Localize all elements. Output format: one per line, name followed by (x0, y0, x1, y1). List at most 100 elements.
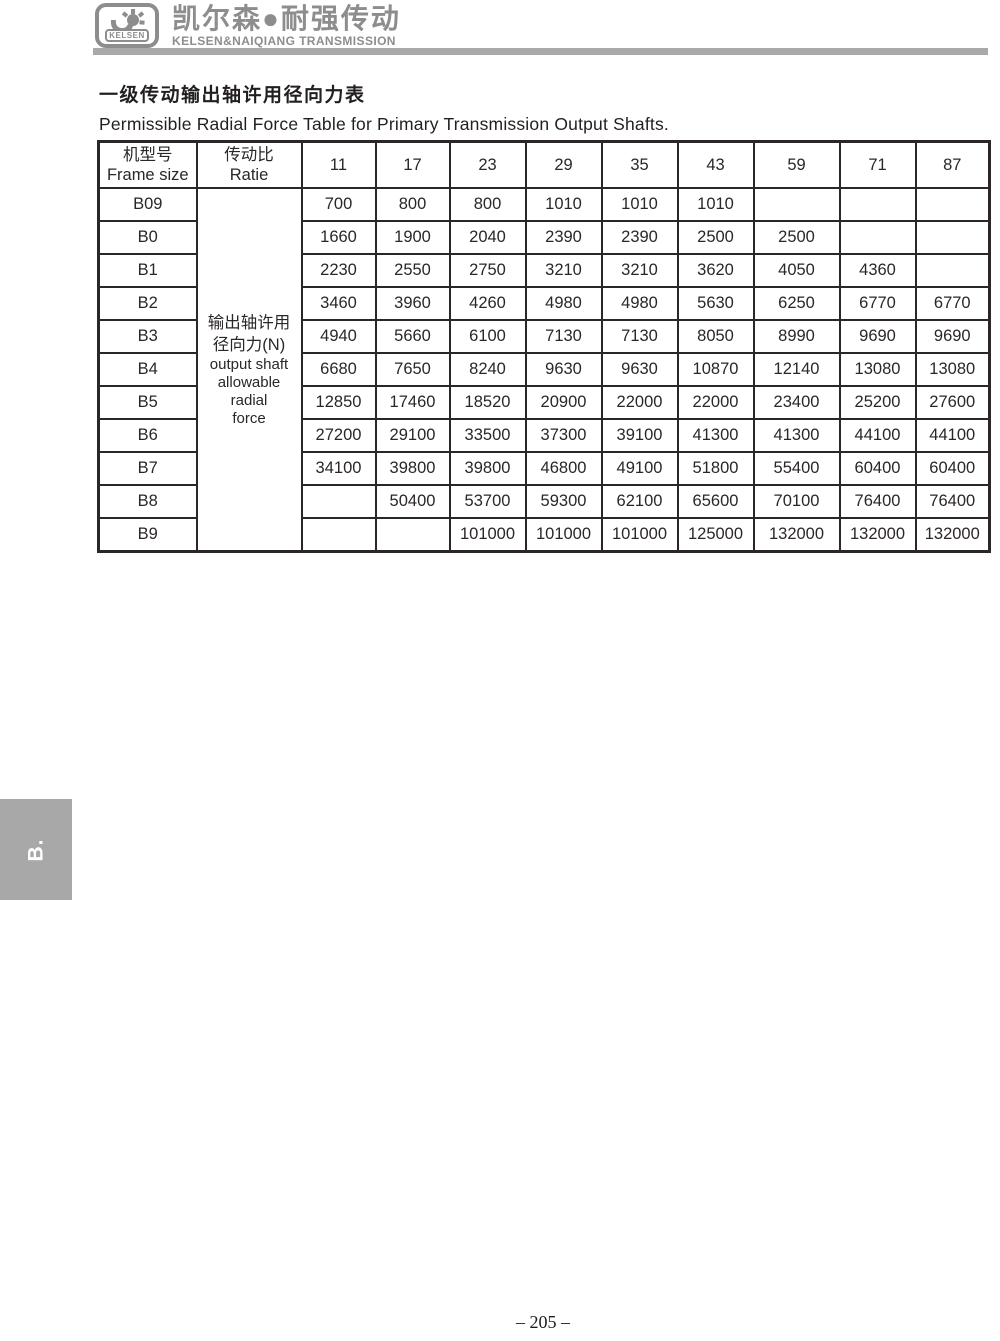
frame-size-cell: B4 (97, 352, 198, 387)
force-value-cell: 39800 (448, 451, 527, 486)
brand-name-en: KELSEN&NAIQIANG TRANSMISSION (172, 34, 396, 48)
force-value-cell: 6250 (752, 286, 841, 321)
frame-size-cell: B7 (97, 451, 198, 486)
table-row: B0 1660 1900 2040 2390 2390 2500 2500 (97, 220, 991, 255)
force-value-cell: 1900 (374, 220, 451, 255)
force-value-cell: 8050 (676, 319, 755, 354)
force-value-cell: 2040 (448, 220, 527, 255)
frame-size-cell: B3 (97, 319, 198, 354)
force-value-cell: 101000 (448, 517, 527, 553)
force-value-cell (300, 517, 377, 553)
force-value-cell: 23400 (752, 385, 841, 420)
force-value-cell: 51800 (676, 451, 755, 486)
page-title-en: Permissible Radial Force Table for Prima… (99, 114, 669, 134)
ratio-value-header: 23 (448, 140, 527, 189)
force-value-cell: 132000 (914, 517, 991, 553)
force-value-cell: 13080 (838, 352, 917, 387)
force-value-cell: 8240 (448, 352, 527, 387)
ratio-value-header: 71 (838, 140, 917, 189)
ratio-value-header: 87 (914, 140, 991, 189)
force-value-cell: 18520 (448, 385, 527, 420)
allowable-force-label-line: output shaft (209, 355, 289, 373)
force-value-cell: 25200 (838, 385, 917, 420)
brand-header: KELSEN 凯尔森●耐强传动 KELSEN&NAIQIANG TRANSMIS… (95, 3, 401, 48)
force-value-cell: 1660 (300, 220, 377, 255)
force-value-cell: 101000 (524, 517, 603, 553)
force-value-cell: 59300 (524, 484, 603, 519)
force-value-cell: 7130 (524, 319, 603, 354)
radial-force-table: 机型号 Frame size 传动比 Ratie 11 17 23 29 35 43 59 71 87 B… (97, 140, 991, 553)
table-row: B3 4940 5660 6100 7130 7130 8050 8990 9690 9690 (97, 319, 991, 354)
force-value-cell: 29100 (374, 418, 451, 453)
force-value-cell: 2500 (676, 220, 755, 255)
brand-logo: KELSEN (95, 3, 159, 48)
force-value-cell: 2750 (448, 253, 527, 288)
force-value-cell: 2500 (752, 220, 841, 255)
brand-name-zh: 凯尔森●耐强传动 (172, 3, 401, 34)
force-value-cell: 44100 (914, 418, 991, 453)
force-value-cell: 132000 (752, 517, 841, 553)
force-value-cell: 49100 (600, 451, 679, 486)
force-value-cell: 10870 (676, 352, 755, 387)
brand-text: 凯尔森●耐强传动 KELSEN&NAIQIANG TRANSMISSION (172, 3, 401, 49)
frame-size-cell: B0 (97, 220, 198, 255)
allowable-force-label-cell: 输出轴许用 径向力(N) output shaft allowable radial f… (195, 187, 303, 553)
force-value-cell: 27600 (914, 385, 991, 420)
force-value-cell: 9690 (914, 319, 991, 354)
force-value-cell: 1010 (524, 187, 603, 222)
force-value-cell: 125000 (676, 517, 755, 553)
force-value-cell: 6100 (448, 319, 527, 354)
force-value-cell: 4050 (752, 253, 841, 288)
force-value-cell: 7130 (600, 319, 679, 354)
force-value-cell: 9630 (600, 352, 679, 387)
force-value-cell: 2230 (300, 253, 377, 288)
frame-size-cell: B9 (97, 517, 198, 553)
ratio-value-header: 17 (374, 140, 451, 189)
force-value-cell (914, 253, 991, 288)
force-value-cell: 62100 (600, 484, 679, 519)
force-value-cell: 6770 (914, 286, 991, 321)
force-value-cell: 1010 (676, 187, 755, 222)
force-value-cell: 55400 (752, 451, 841, 486)
force-value-cell: 2390 (524, 220, 603, 255)
force-value-cell: 41300 (752, 418, 841, 453)
allowable-force-label-line: 径向力(N) (212, 335, 286, 354)
force-value-cell: 3620 (676, 253, 755, 288)
frame-size-header-zh: 机型号 (123, 146, 173, 164)
force-value-cell: 22000 (676, 385, 755, 420)
force-value-cell: 4360 (838, 253, 917, 288)
table-row: B2 3460 3960 4260 4980 4980 5630 6250 6770 6770 (97, 286, 991, 321)
table-row: B4 6680 7650 8240 9630 9630 10870 12140 13080 130… (97, 352, 991, 387)
frame-size-header-en: Frame size (106, 166, 189, 184)
force-value-cell (914, 187, 991, 222)
table-row: B09 输出轴许用 径向力(N) output shaft allowable radi… (97, 187, 991, 553)
force-value-cell: 5660 (374, 319, 451, 354)
force-value-cell: 9630 (524, 352, 603, 387)
force-value-cell (914, 220, 991, 255)
section-tab-label: B. (24, 838, 47, 861)
force-value-cell: 7650 (374, 352, 451, 387)
frame-size-cell: B1 (97, 253, 198, 288)
force-value-cell: 12140 (752, 352, 841, 387)
title-block: 一级传动输出轴许用径向力表 Permissible Radial Force T… (99, 80, 669, 135)
force-value-cell: 20900 (524, 385, 603, 420)
force-value-cell: 27200 (300, 418, 377, 453)
force-value-cell: 800 (448, 187, 527, 222)
table-row: B5 12850 17460 18520 20900 22000 22000 23400 252… (97, 385, 991, 420)
force-value-cell: 53700 (448, 484, 527, 519)
force-value-cell: 6770 (838, 286, 917, 321)
header-row: 机型号 Frame size 传动比 Ratie 11 17 23 29 35 43 59 71 87 (97, 140, 991, 189)
table-row: B9 101000 101000 101000 125000 132000 132000 13… (97, 517, 991, 553)
force-value-cell: 3460 (300, 286, 377, 321)
force-value-cell: 12850 (300, 385, 377, 420)
force-value-cell: 6680 (300, 352, 377, 387)
frame-size-cell: B2 (97, 286, 198, 321)
frame-size-cell: B09 (97, 187, 198, 222)
ratio-header-en: Ratie (229, 166, 269, 184)
force-value-cell (300, 484, 377, 519)
force-value-cell: 4980 (600, 286, 679, 321)
page-title-zh: 一级传动输出轴许用径向力表 (99, 85, 366, 106)
page-number: – 205 – (516, 1312, 570, 1332)
force-value-cell: 3960 (374, 286, 451, 321)
